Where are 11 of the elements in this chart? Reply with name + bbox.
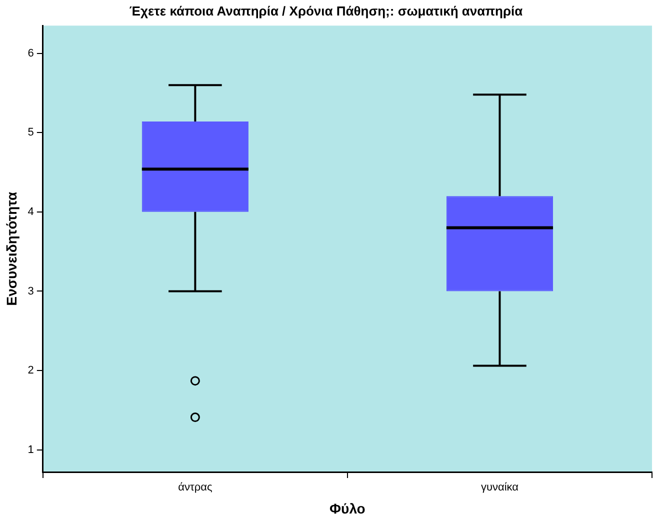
y-tick-label: 6	[28, 47, 34, 60]
y-tick-label: 3	[28, 285, 34, 298]
y-tick-label: 2	[28, 364, 34, 377]
y-axis-title: Ενσυνειδητότητα	[3, 191, 20, 306]
chart-title: Έχετε κάποια Αναπηρία / Χρόνια Πάθηση;: σωματική αναπηρία	[129, 3, 523, 18]
x-axis-title: Φύλο	[330, 500, 366, 516]
x-tick-label: άντρας	[178, 482, 212, 494]
y-tick-label: 5	[28, 126, 34, 139]
y-tick-label: 1	[28, 444, 34, 456]
y-tick-label: 4	[28, 206, 34, 218]
x-tick-label: γυναίκα	[480, 482, 520, 494]
